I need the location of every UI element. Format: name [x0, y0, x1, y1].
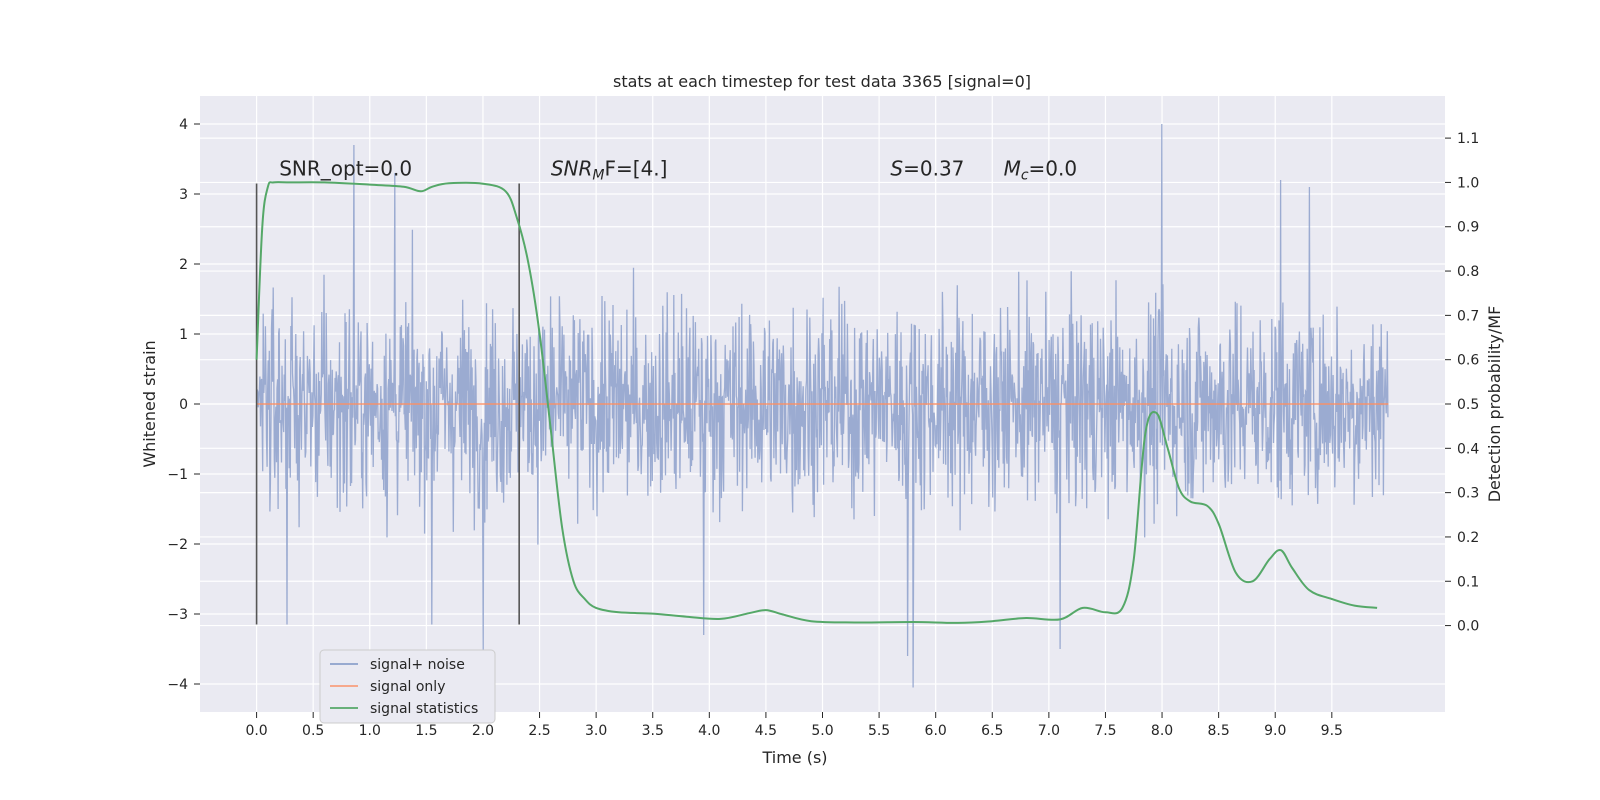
y-left-tick-label: 4 [179, 117, 188, 133]
y-left-tick-label: 1 [179, 327, 188, 343]
x-tick-label: 2.5 [528, 723, 550, 739]
annotation-symbol: SNR [551, 157, 593, 181]
x-tick-label: 5.0 [811, 723, 833, 739]
annotation-subscript: M [592, 168, 604, 184]
y-left-tick-label: −2 [167, 537, 188, 553]
y-right-tick-label: 0.9 [1457, 220, 1479, 236]
x-tick-label: 4.0 [698, 723, 720, 739]
x-tick-label: 9.0 [1264, 723, 1286, 739]
y-right-tick-label: 1.0 [1457, 175, 1479, 191]
y-left-tick-label: −1 [167, 467, 188, 483]
x-tick-label: 9.5 [1321, 723, 1343, 739]
x-tick-label: 3.5 [642, 723, 664, 739]
y-left-tick-label: 3 [179, 187, 188, 203]
y-right-tick-label: 0.6 [1457, 353, 1479, 369]
y-right-tick-label: 0.8 [1457, 264, 1479, 280]
annotation-layer: SNR_opt=0.0 SNRMF=[4.] S=0.37 Mc=0.0 [279, 157, 1077, 184]
x-tick-label: 6.5 [981, 723, 1003, 739]
y-right-tick-label: 0.4 [1457, 441, 1479, 457]
x-tick-label: 0.0 [245, 723, 267, 739]
annotation-value: =0.0 [1029, 157, 1078, 181]
y-axis-label-left: Whitened strain [140, 340, 159, 467]
legend-box [319, 649, 496, 724]
statistics-line [255, 181, 1378, 624]
x-tick-label: 8.5 [1208, 723, 1230, 739]
noise-line [255, 123, 1389, 688]
y-right-tick-label: 0.5 [1457, 397, 1479, 413]
annotation-subscript: c [1021, 168, 1029, 184]
annotation-value: F=[4.] [605, 157, 668, 181]
y-left-tick-label: −3 [167, 607, 188, 623]
x-tick-label: 8.0 [1151, 723, 1173, 739]
tick-layer: 0.0 0.5 1.0 1.5 2.0 2.5 3.0 3.5 4.0 4.5 5.0 5.5 6.0 6… [167, 117, 1479, 739]
x-tick-label: 0.5 [302, 723, 324, 739]
chart-title: stats at each timestep for test data 336… [613, 72, 1031, 91]
x-axis-label: Time (s) [761, 748, 827, 767]
y-left-tick-label: −4 [167, 677, 188, 693]
annotation-symbol: S [890, 157, 903, 181]
x-tick-label: 7.5 [1094, 723, 1116, 739]
annotation-1: SNRMF=[4.] [551, 157, 668, 184]
x-tick-label: 1.0 [359, 723, 381, 739]
y-right-tick-label: 0.3 [1457, 486, 1479, 502]
vertical-markers [255, 183, 520, 625]
annotation-2: S=0.37 [890, 157, 964, 181]
legend-label-noise: signal+ noise [370, 657, 465, 673]
x-tick-label: 3.0 [585, 723, 607, 739]
annotation-symbol: M [1004, 157, 1021, 181]
y-right-tick-label: 1.1 [1457, 131, 1479, 147]
y-right-tick-label: 0.7 [1457, 308, 1479, 324]
annotation-3: Mc=0.0 [1004, 157, 1078, 184]
x-tick-label: 7.0 [1038, 723, 1060, 739]
x-tick-label: 2.0 [472, 723, 494, 739]
y-left-tick-label: 0 [179, 397, 188, 413]
statistics-series [255, 181, 1378, 624]
annotation-0: SNR_opt=0.0 [279, 157, 412, 181]
y-right-tick-label: 0.0 [1457, 619, 1479, 635]
y-right-tick-label: 0.2 [1457, 530, 1479, 546]
y-left-tick-label: 2 [179, 257, 188, 273]
x-tick-label: 5.5 [868, 723, 890, 739]
annotation-value: =0.37 [903, 157, 964, 181]
y-right-tick-label: 0.1 [1457, 574, 1479, 590]
legend-label-signal: signal only [370, 679, 445, 695]
y-axis-label-right: Detection probability/MF [1485, 306, 1504, 503]
noise-series [255, 123, 1389, 688]
x-tick-label: 6.0 [925, 723, 947, 739]
legend-label-statistics: signal statistics [370, 701, 478, 717]
x-tick-label: 4.5 [755, 723, 777, 739]
legend: signal+ noise signal only signal statist… [319, 649, 496, 724]
x-tick-label: 1.5 [415, 723, 437, 739]
